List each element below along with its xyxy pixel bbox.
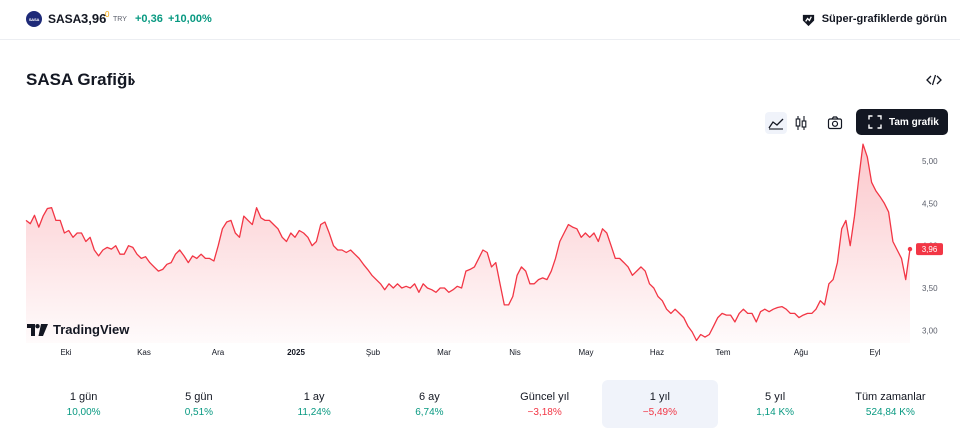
- period-tab[interactable]: 1 ay 11,24%: [257, 380, 372, 428]
- company-logo[interactable]: SASA: [26, 11, 42, 27]
- x-tick-label: Ağu: [794, 348, 808, 357]
- x-tick-label: Haz: [650, 348, 664, 357]
- period-change: −3,18%: [527, 406, 562, 418]
- snapshot-button[interactable]: [824, 112, 846, 134]
- tradingview-logo-icon: [27, 323, 48, 336]
- last-price: 3,96: [81, 11, 107, 26]
- period-label: Tüm zamanlar: [855, 390, 926, 403]
- chevron-right-icon[interactable]: ›: [130, 71, 136, 90]
- period-label: 1 yıl: [649, 390, 670, 403]
- x-tick-label: 2025: [287, 348, 305, 357]
- period-change: 11,24%: [297, 406, 331, 418]
- x-tick-label: Kas: [137, 348, 151, 357]
- price-line: [25, 143, 911, 342]
- full-chart-label: Tam grafik: [889, 116, 939, 128]
- full-chart-button[interactable]: Tam grafik: [856, 109, 948, 135]
- supercharts-icon: [802, 14, 814, 26]
- x-tick-label: Şub: [366, 348, 381, 357]
- fullscreen-icon: [868, 115, 882, 129]
- y-tick-label: 5,00: [922, 157, 938, 166]
- period-tab[interactable]: 5 yıl 1,14 K%: [718, 380, 833, 428]
- period-tab[interactable]: 6 ay 6,74%: [372, 380, 487, 428]
- x-tick-label: Mar: [437, 348, 451, 357]
- period-change: 524,84 K%: [865, 406, 915, 418]
- chart-section-title[interactable]: SASA Grafiği: [26, 70, 133, 89]
- price-change: +0,36: [135, 13, 163, 25]
- camera-icon: [827, 116, 843, 130]
- price-superscript: 0: [105, 10, 110, 19]
- period-label: 5 gün: [185, 390, 213, 403]
- x-tick-label: Eyl: [869, 348, 880, 357]
- tradingview-brand: TradingView: [53, 322, 130, 337]
- area-chart-icon: [768, 118, 784, 130]
- period-tab[interactable]: Güncel yıl −3,18%: [487, 380, 602, 428]
- price-tag-background: [916, 243, 943, 256]
- period-label: 1 gün: [69, 390, 98, 403]
- candlestick-chart-type-button[interactable]: [790, 112, 812, 134]
- performance-periods: 1 gün 10,00% 5 gün 0,51% 1 ay 11,24% 6 ay 6,74%…: [26, 380, 948, 428]
- symbol-header: SASA SASA 3,96 0 TRY +0,36 +10,00% Süper…: [0, 0, 960, 40]
- y-tick-label: 4,50: [922, 199, 938, 208]
- period-change: 0,51%: [184, 406, 214, 418]
- candlestick-icon: [795, 116, 807, 130]
- currency-label: TRY: [113, 16, 127, 23]
- price-tag-label: 3,96: [922, 245, 938, 254]
- last-price-tag: 3,96: [907, 243, 943, 256]
- embed-code-icon[interactable]: [926, 72, 942, 88]
- price-chart[interactable]: 5,004,504,003,503,00 EkiKasAra2025ŞubMar…: [0, 140, 960, 380]
- y-tick-label: 3,50: [922, 284, 938, 293]
- period-tab[interactable]: Tüm zamanlar 524,84 K%: [833, 380, 948, 428]
- area-chart-type-button[interactable]: [765, 112, 787, 134]
- x-tick-label: Tem: [715, 348, 730, 357]
- x-axis: Eki Kas Ara 2025 Şub Mar Nis May Haz Tem Ağu Eyl: [60, 348, 880, 357]
- super-charts-link[interactable]: Süper-grafiklerde görün: [801, 11, 947, 27]
- period-change: −5,49%: [642, 406, 677, 418]
- period-change: 10,00%: [66, 406, 101, 418]
- x-tick-label: May: [578, 348, 593, 357]
- period-label: 5 yıl: [765, 390, 786, 403]
- price-area-fill: [26, 144, 910, 343]
- period-label: 6 ay: [418, 390, 440, 403]
- period-label: 1 ay: [303, 390, 325, 403]
- y-tick-label: 3,00: [922, 326, 938, 335]
- super-charts-label: Süper-grafiklerde görün: [821, 13, 947, 25]
- price-change-percent: +10,00%: [168, 13, 212, 25]
- period-tab[interactable]: 1 gün 10,00%: [26, 380, 141, 428]
- period-change: 6,74%: [415, 406, 444, 418]
- period-label: Güncel yıl: [520, 390, 570, 403]
- tradingview-watermark[interactable]: TradingView: [27, 322, 129, 337]
- symbol-name[interactable]: SASA: [48, 12, 82, 26]
- period-tab[interactable]: 1 yıl −5,49%: [602, 380, 718, 428]
- x-tick-label: Nis: [509, 348, 521, 357]
- period-change: 1,14 K%: [756, 406, 795, 418]
- period-tab[interactable]: 5 gün 0,51%: [141, 380, 256, 428]
- x-tick-label: Ara: [212, 348, 225, 357]
- last-point-marker: [907, 246, 913, 252]
- x-tick-label: Eki: [60, 348, 71, 357]
